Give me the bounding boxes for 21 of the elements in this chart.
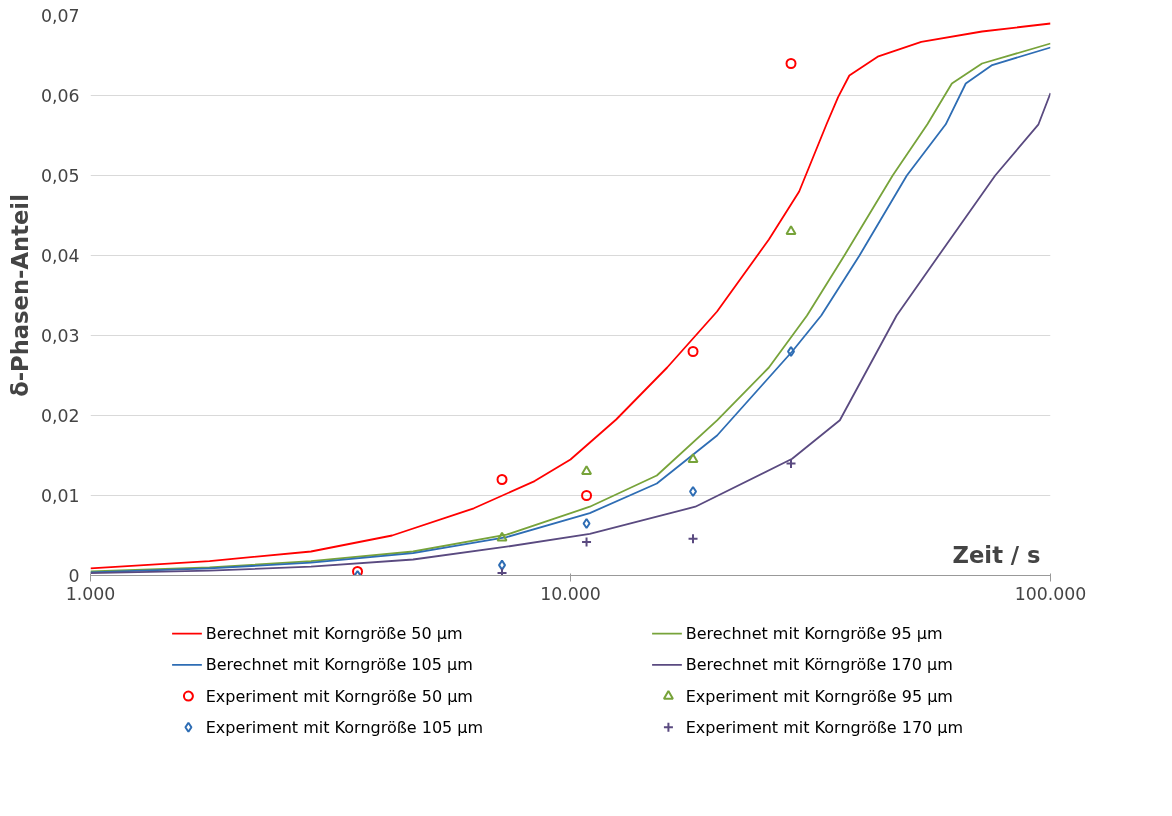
y-tick-label: 0,03 [40,326,80,346]
y-tick-label: 0,04 [40,246,80,266]
legend-label: Experiment mit Korngröße 50 µm [205,686,473,706]
y-tick-label: 0 [68,566,80,586]
x-axis-title: Zeit / s [952,541,1041,568]
y-tick-label: 0,07 [40,6,80,26]
y-tick-label: 0,02 [40,406,80,426]
x-tick-label: 100.000 [1014,583,1087,604]
legend-label: Experiment mit Korngröße 170 µm [685,717,964,737]
legend-label: Berechnet mit Korngröße 105 µm [205,655,473,675]
y-tick-label: 0,01 [40,486,80,506]
x-tick-label: 1.000 [65,583,116,604]
legend-label: Berechnet mit Körngröße 170 µm [685,655,953,675]
y-axis-title: δ-Phasen-Anteil [6,194,33,397]
legend-label: Berechnet mit Korngröße 50 µm [205,624,463,644]
x-tick-label: 10.000 [540,583,601,604]
legend-label: Experiment mit Korngröße 95 µm [685,686,953,706]
y-tick-label: 0,06 [40,86,80,106]
legend-label: Berechnet mit Korngröße 95 µm [685,624,943,644]
legend-label: Experiment mit Korngröße 105 µm [205,717,484,737]
y-tick-label: 0,05 [40,166,80,186]
